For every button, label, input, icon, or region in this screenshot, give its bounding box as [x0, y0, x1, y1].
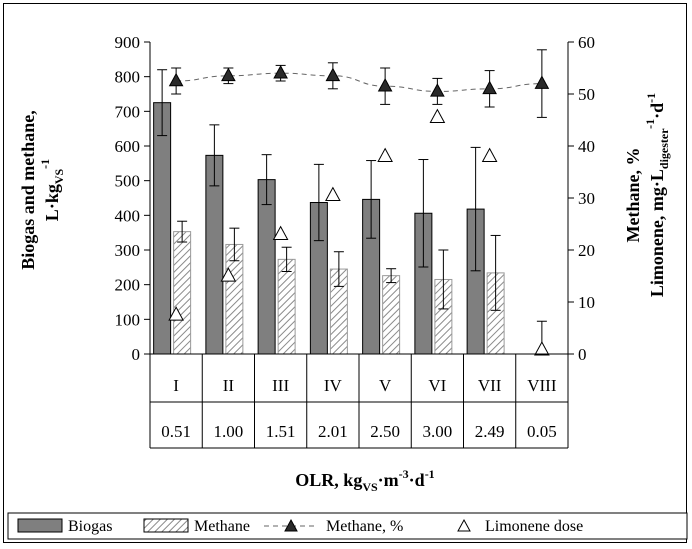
olr-value-label: 1.51 [266, 422, 296, 441]
left-tick-label: 900 [115, 33, 141, 52]
legend-label-limonene: Limonene dose [485, 518, 583, 535]
olr-value-label: 3.00 [423, 422, 453, 441]
category-label: III [272, 376, 289, 395]
legend-swatch-biogas [17, 518, 63, 533]
limonene-dose-point [325, 186, 341, 202]
legend-box [7, 512, 688, 540]
methane-percent-point [325, 67, 341, 82]
left-tick-label: 200 [115, 276, 141, 295]
category-label: VI [428, 376, 446, 395]
biogas-bar [153, 102, 172, 355]
legend-label-methane-percent: Methane, % [326, 518, 403, 535]
olr-value-label: 0.51 [161, 422, 191, 441]
category-label: IV [324, 376, 343, 395]
methane-bar [173, 231, 192, 355]
methane-percent-point [377, 77, 393, 92]
limonene-dose-point [220, 267, 237, 282]
left-tick-label: 0 [132, 345, 141, 364]
figure-frame [3, 3, 687, 543]
left-y-axis: 0 100 200 300 400 500 600 700 800 900 [115, 33, 151, 364]
category-label: V [379, 376, 392, 395]
methane-bar [382, 275, 401, 355]
olr-value-label: 1.00 [214, 422, 244, 441]
methane-percent-point [168, 72, 184, 87]
left-tick-label: 700 [115, 102, 141, 121]
category-table: I 0.51 II 1.00 III 1.51 IV 2.01 V 2.50 VI 3.00 VII 2.… [149, 353, 569, 449]
methane-percent-point [221, 67, 236, 82]
right-tick-label: 50 [578, 85, 595, 104]
left-tick-label: 600 [115, 137, 141, 156]
legend-label-methane: Methane [194, 518, 250, 535]
left-axis-title-line1: Biogas and methane, [18, 110, 38, 270]
legend-swatch-methane [143, 518, 189, 533]
olr-value-label: 2.01 [318, 422, 348, 441]
right-tick-label: 60 [578, 33, 595, 52]
left-tick-label: 300 [115, 241, 141, 260]
x-axis-title: OLR, kgVS·m-3·d-1 [295, 467, 434, 494]
methane-bar [277, 258, 296, 355]
right-axis-title-line2: Limonene, mg·Ldigester-1·d-1 [643, 93, 671, 297]
methane-percent-point [273, 64, 288, 79]
right-y-axis: 0 10 20 30 40 50 60 [567, 33, 595, 364]
legend-label-biogas: Biogas [68, 518, 112, 535]
legend-marker-limonene [457, 518, 471, 532]
limonene-dose-point [168, 306, 184, 321]
legend-marker-methane-percent [284, 518, 298, 532]
category-label: VIII [527, 376, 557, 395]
legend: Biogas Methane Methane, % Limonene dose [7, 512, 688, 540]
limonene-dose-point [534, 341, 550, 356]
right-axis-title-line1: Methane, % [623, 148, 643, 243]
limonene-dose-point [429, 108, 446, 124]
limonene-dose-point [272, 225, 289, 241]
right-tick-label: 10 [578, 293, 595, 312]
category-label: II [223, 376, 235, 395]
limonene-dose-point [481, 147, 498, 163]
left-tick-label: 400 [115, 206, 141, 225]
methane-percent-point [430, 83, 445, 97]
left-axis-title: Biogas and methane, L·kgVS-1 [18, 110, 66, 270]
right-tick-label: 40 [578, 137, 595, 156]
left-tick-label: 500 [115, 172, 141, 191]
olr-value-label: 0.05 [527, 422, 557, 441]
limonene-dose-point [377, 147, 393, 163]
plot-area [153, 49, 550, 356]
left-tick-label: 100 [115, 310, 141, 329]
left-axis-title-line2: L·kgVS-1 [38, 159, 66, 221]
left-tick-label: 800 [115, 68, 141, 87]
category-label: I [173, 376, 179, 395]
right-tick-label: 20 [578, 241, 595, 260]
olr-value-label: 2.49 [475, 422, 505, 441]
right-tick-label: 30 [578, 189, 595, 208]
right-axis-title: Methane, % Limonene, mg·Ldigester-1·d-1 [623, 93, 671, 297]
methane-percent-point [482, 80, 497, 95]
category-label: VII [478, 376, 502, 395]
right-tick-label: 0 [578, 345, 587, 364]
biogas-bar [257, 179, 276, 355]
methane-percent-line [176, 72, 542, 92]
olr-value-label: 2.50 [370, 422, 400, 441]
methane-percent-point [534, 75, 550, 89]
